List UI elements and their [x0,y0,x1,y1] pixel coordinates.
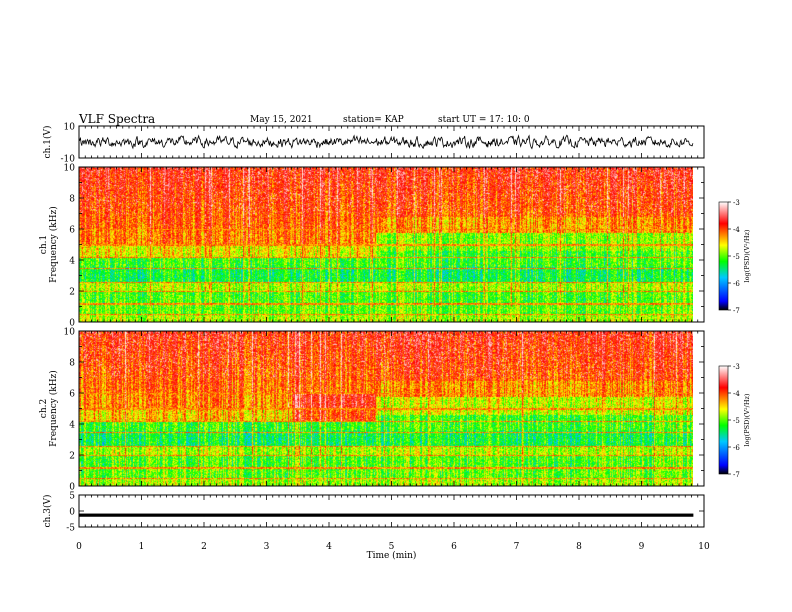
spectrogram-ch2-ytick-label: 8 [69,359,75,369]
spectrogram-ch1-ytick-label: 8 [69,195,75,205]
x-tick-label: 8 [576,542,582,552]
waveform-ch1-ytick-label: -10 [61,155,76,165]
spectrogram-ch1-ylabel: Frequency (kHz) [48,206,59,283]
date-label: May 15, 2021 [250,115,313,125]
spectrogram-ch1-ytick-label: 2 [69,288,75,298]
colorbar-ch1-label: log(PSD)(V²/Hz) [743,229,751,282]
spectrogram-ch1-ytick-label: 6 [69,226,75,236]
spectrogram-ch2-ytick-label: 4 [69,421,75,431]
spectrogram-ch1-ylabel: ch.1 [39,235,49,254]
spectrogram-ch2-ylabel: ch.2 [39,399,49,418]
x-tick-label: 4 [326,542,332,552]
spectrogram-ch2-ytick-label: 6 [69,390,75,400]
x-tick-label: 1 [139,542,145,552]
start-time-label: start UT = 17: 10: 0 [438,115,530,125]
colorbar-ch1-tick-label: -5 [733,253,740,261]
chart-title: VLF Spectra [79,112,156,126]
x-tick-label: 10 [698,542,710,552]
waveform-ch3-ytick-label: -5 [66,524,75,534]
colorbar-ch1-tick-label: -7 [733,307,740,315]
x-tick-label: 0 [76,542,82,552]
spectrogram-ch2-ytick-label: 2 [69,452,75,462]
waveform-ch3-line [79,513,694,517]
spectrogram-2-image [79,331,693,486]
waveform-ch1-ytick-label: 10 [64,123,76,133]
x-tick-label: 3 [264,542,270,552]
waveform-ch1-line [78,134,694,150]
spectrogram-ch2-ytick-label: 0 [69,483,75,493]
colorbar-ch2-tick-label: -4 [733,390,740,398]
colorbar-ch2-tick-label: -3 [733,363,740,371]
colorbar-ch2-bar [718,365,729,475]
colorbar-ch2-label: log(PSD)(V²/Hz) [743,393,751,446]
colorbar-ch1-tick-label: -4 [733,226,740,234]
waveform-ch3-ytick-label: 0 [69,508,75,518]
x-tick-label: 9 [639,542,645,552]
spectrogram-ch1-ytick-label: 4 [69,257,75,267]
colorbar-ch2-tick-label: -6 [733,444,740,452]
colorbar-ch1-tick-label: -3 [733,199,740,207]
x-axis-label: Time (min) [367,550,417,561]
x-tick-label: 2 [201,542,207,552]
x-tick-label: 7 [514,542,520,552]
waveform-ch1-ylabel: ch.1(V) [42,126,53,159]
waveform-ch3-ytick-label: 5 [69,492,75,502]
colorbar-ch2-tick-label: -7 [733,471,740,479]
spectrogram-ch2-ylabel: Frequency (kHz) [48,370,59,447]
spectrogram-ch1-ytick-label: 10 [64,164,76,174]
colorbar-ch1-bar [718,201,729,311]
colorbar-ch1-tick-label: -6 [733,280,740,288]
spectrogram-ch2-ytick-label: 10 [64,328,76,338]
spectrogram-ch1-ytick-label: 0 [69,319,75,329]
x-tick-label: 6 [451,542,457,552]
colorbar-ch2-tick-label: -5 [733,417,740,425]
waveform-ch3-ylabel: ch.3(V) [42,495,53,528]
station-label: station= KAP [343,115,404,125]
x-tick-label: 5 [389,542,395,552]
spectrogram-1-image [79,167,693,322]
